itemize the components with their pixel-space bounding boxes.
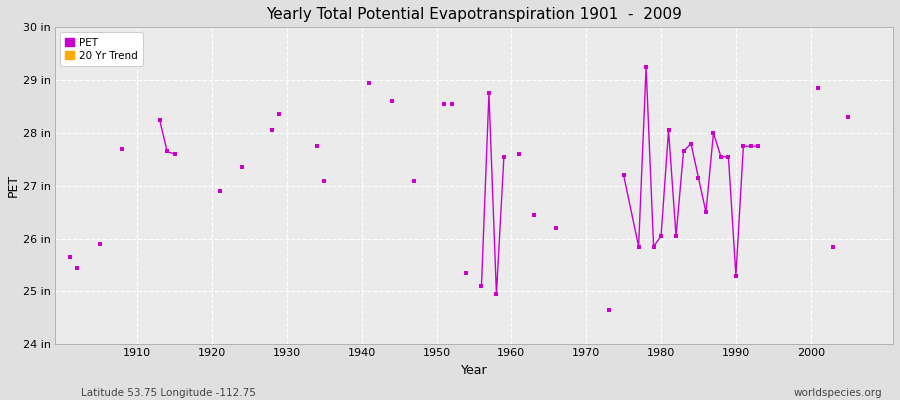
Point (743, 143, 758, 149)
Point (639, 64, 653, 70)
Point (654, 233, 669, 239)
Point (526, 212, 541, 218)
Point (152, 116, 166, 123)
Point (601, 307, 616, 313)
X-axis label: Year: Year (461, 364, 487, 377)
Point (70, 264, 85, 271)
Point (459, 270, 473, 276)
Point (436, 101, 451, 107)
Point (632, 243, 646, 250)
Point (384, 98, 399, 104)
Point (497, 154, 511, 160)
Point (235, 164, 249, 170)
Point (721, 154, 735, 160)
Point (482, 90, 496, 96)
Point (490, 291, 504, 297)
Point (706, 130, 721, 136)
Point (362, 80, 376, 86)
Point (714, 154, 728, 160)
Point (549, 225, 563, 231)
Point (676, 148, 690, 155)
Point (115, 146, 130, 152)
Point (474, 283, 489, 290)
Point (669, 233, 683, 239)
Point (167, 151, 182, 157)
Y-axis label: PET: PET (7, 174, 20, 197)
Point (317, 177, 331, 184)
Point (841, 114, 855, 120)
Point (265, 127, 279, 134)
Point (445, 101, 459, 107)
Point (93, 241, 107, 247)
Point (698, 209, 713, 216)
Point (752, 143, 766, 149)
Point (63, 254, 77, 260)
Point (616, 172, 631, 178)
Point (407, 177, 421, 184)
Point (729, 272, 743, 279)
Point (662, 127, 676, 134)
Point (212, 188, 227, 194)
Point (691, 175, 706, 181)
Title: Yearly Total Potential Evapotranspiration 1901  -  2009: Yearly Total Potential Evapotranspiratio… (266, 7, 682, 22)
Point (684, 140, 698, 147)
Point (646, 243, 661, 250)
Point (512, 151, 526, 157)
Point (160, 148, 175, 155)
Point (826, 243, 841, 250)
Legend: PET, 20 Yr Trend: PET, 20 Yr Trend (60, 32, 143, 66)
Text: Latitude 53.75 Longitude -112.75: Latitude 53.75 Longitude -112.75 (81, 388, 256, 398)
Point (310, 143, 324, 149)
Text: worldspecies.org: worldspecies.org (794, 388, 882, 398)
Point (736, 143, 751, 149)
Point (272, 111, 286, 118)
Point (811, 85, 825, 91)
